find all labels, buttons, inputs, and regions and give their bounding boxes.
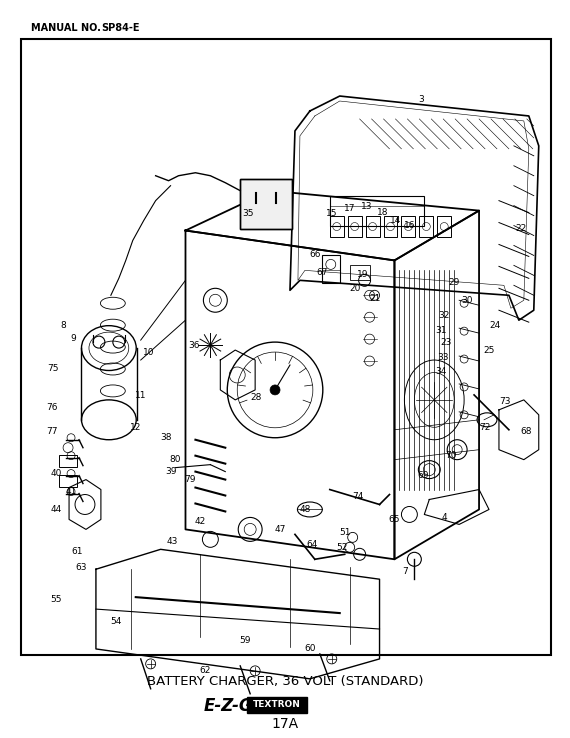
Circle shape (270, 385, 280, 395)
Text: 13: 13 (361, 202, 372, 211)
Bar (59, 475, 77, 486)
Text: 67: 67 (316, 268, 328, 277)
Text: 20: 20 (349, 284, 360, 293)
Text: 19: 19 (357, 270, 368, 279)
Text: 10: 10 (143, 348, 154, 356)
Text: 62: 62 (200, 666, 211, 675)
Text: MANUAL NO.: MANUAL NO. (31, 24, 101, 33)
Text: 29: 29 (449, 277, 460, 287)
Text: 22: 22 (515, 224, 527, 233)
Text: 24: 24 (490, 321, 500, 330)
Text: TEXTRON: TEXTRON (253, 700, 301, 709)
Text: 35: 35 (242, 209, 254, 218)
Bar (330, 215, 344, 238)
Bar (330, 196, 424, 226)
Text: 55: 55 (50, 595, 62, 604)
Text: 69: 69 (418, 471, 429, 480)
Text: 42: 42 (195, 517, 206, 526)
Bar (240, 179, 292, 229)
Text: 15: 15 (326, 209, 337, 218)
Bar (322, 255, 340, 283)
Text: 40: 40 (50, 469, 62, 478)
FancyBboxPatch shape (247, 697, 307, 713)
Text: BATTERY CHARGER, 36 VOLT (STANDARD): BATTERY CHARGER, 36 VOLT (STANDARD) (146, 675, 424, 688)
Text: 34: 34 (435, 368, 447, 376)
Text: 44: 44 (51, 505, 62, 514)
Text: 63: 63 (75, 563, 87, 572)
Text: 68: 68 (520, 427, 532, 436)
Text: E-Z-GO: E-Z-GO (203, 697, 267, 715)
Text: 66: 66 (309, 250, 320, 259)
Text: SP84-E: SP84-E (101, 24, 140, 33)
Text: 17A: 17A (271, 717, 299, 731)
Text: 28: 28 (250, 393, 262, 402)
Text: 32: 32 (438, 311, 450, 320)
Text: 43: 43 (167, 537, 178, 546)
Text: 52: 52 (336, 543, 347, 552)
Text: 64: 64 (306, 539, 317, 549)
Text: 76: 76 (46, 404, 58, 413)
Bar (21, 39, 551, 655)
Text: 48: 48 (299, 505, 311, 514)
Bar (59, 455, 77, 466)
Text: 80: 80 (170, 455, 181, 464)
Text: 30: 30 (461, 296, 473, 305)
Bar (349, 266, 369, 280)
Text: 70: 70 (445, 451, 457, 461)
Text: 77: 77 (46, 427, 58, 436)
Text: 21: 21 (369, 294, 380, 303)
Text: 54: 54 (110, 616, 121, 626)
Text: 36: 36 (189, 341, 200, 350)
Bar (420, 215, 433, 238)
Text: 25: 25 (483, 345, 495, 354)
Text: 60: 60 (304, 644, 316, 653)
Text: 11: 11 (135, 391, 146, 401)
Text: 79: 79 (185, 475, 196, 484)
Text: 39: 39 (165, 467, 176, 476)
Bar (437, 215, 451, 238)
Text: 75: 75 (47, 364, 59, 373)
Text: 74: 74 (352, 492, 363, 501)
Text: 4: 4 (441, 513, 447, 522)
Text: 14: 14 (390, 216, 401, 225)
Text: 73: 73 (499, 397, 511, 407)
Bar (365, 215, 380, 238)
Text: 59: 59 (239, 636, 251, 646)
Text: 17: 17 (344, 204, 356, 213)
Text: 51: 51 (339, 528, 351, 537)
Text: 72: 72 (479, 424, 491, 432)
Text: 18: 18 (377, 208, 388, 217)
Text: 38: 38 (160, 433, 172, 442)
Text: 9: 9 (70, 334, 76, 342)
Bar (348, 215, 361, 238)
Text: 31: 31 (435, 325, 447, 334)
Text: 61: 61 (71, 547, 83, 556)
Text: 7: 7 (402, 567, 408, 576)
Text: 12: 12 (130, 424, 141, 432)
Text: 47: 47 (274, 525, 286, 534)
Bar (240, 179, 292, 229)
Text: 16: 16 (404, 221, 415, 230)
Text: 41: 41 (66, 487, 77, 496)
Text: 3: 3 (418, 94, 424, 103)
Text: 33: 33 (438, 353, 449, 362)
Text: 8: 8 (60, 321, 66, 330)
Text: 65: 65 (389, 515, 400, 524)
Bar (401, 215, 416, 238)
Bar (384, 215, 397, 238)
Text: 23: 23 (441, 337, 452, 347)
